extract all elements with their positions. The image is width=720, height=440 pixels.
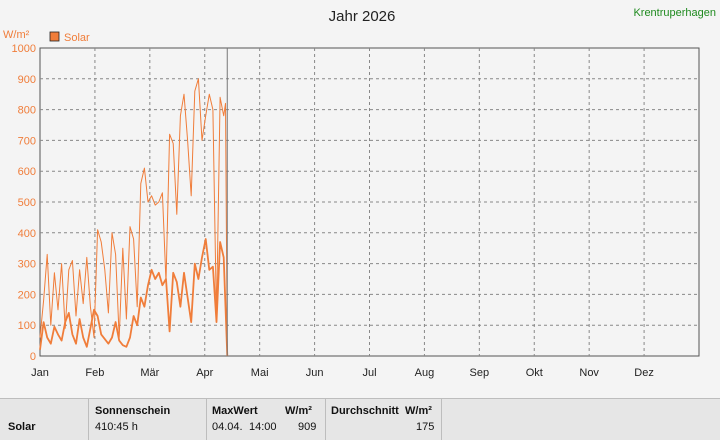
chart-title: Jahr 2026 xyxy=(329,8,396,25)
y-tick-label: 500 xyxy=(18,197,36,209)
stats-divider xyxy=(441,399,442,440)
y-tick-label: 0 xyxy=(30,351,36,363)
y-tick-label: 200 xyxy=(18,289,36,301)
y-tick-label: 100 xyxy=(18,320,36,332)
x-tick-label: Jan xyxy=(31,367,49,379)
solar-avg-line xyxy=(39,238,229,357)
stats-row-label: Solar xyxy=(8,421,36,433)
x-tick-label: Mär xyxy=(140,367,159,379)
maxwert-unit: W/m² xyxy=(285,405,312,417)
stats-divider xyxy=(325,399,326,440)
series-layer xyxy=(39,78,229,357)
solar-max-line xyxy=(39,78,228,357)
stats-divider xyxy=(88,399,89,440)
durchschnitt-header: Durchschnitt xyxy=(331,405,399,417)
legend-swatch xyxy=(49,31,60,42)
stats-divider xyxy=(206,399,207,440)
x-tick-label: Feb xyxy=(85,367,104,379)
x-tick-label: Jun xyxy=(306,367,324,379)
station-name: Krentruperhagen xyxy=(633,7,716,19)
sonnenschein-value: 410:45 h xyxy=(95,421,138,433)
x-tick-label: Nov xyxy=(579,367,599,379)
x-tick-label: Dez xyxy=(634,367,654,379)
stats-panel: Solar Sonnenschein 410:45 h MaxWert W/m²… xyxy=(0,398,720,440)
y-tick-label: 400 xyxy=(18,228,36,240)
durchschnitt-value: 175 xyxy=(416,421,435,433)
maxwert-time: 14:00 xyxy=(249,421,277,433)
x-tick-label: Apr xyxy=(196,367,213,379)
y-tick-label: 900 xyxy=(18,74,36,86)
x-tick-label: Mai xyxy=(251,367,269,379)
y-tick-label: 600 xyxy=(18,166,36,178)
y-tick-label: 300 xyxy=(18,259,36,271)
y-tick-label: 1000 xyxy=(12,43,36,55)
sonnenschein-header: Sonnenschein xyxy=(95,405,171,417)
maxwert-header: MaxWert xyxy=(212,405,258,417)
maxwert-value: 909 xyxy=(298,421,317,433)
y-axis-unit: W/m² xyxy=(3,29,30,41)
y-tick-label: 800 xyxy=(18,105,36,117)
x-axis: Jan Feb Mär Apr Mai Jun Jul Aug Sep Okt Nov Dez xyxy=(31,367,654,379)
x-tick-label: Okt xyxy=(526,367,543,379)
x-tick-label: Jul xyxy=(362,367,376,379)
chart: Jahr 2026 Krentruperhagen W/m² Solar 0 10… xyxy=(3,7,716,379)
x-tick-label: Sep xyxy=(470,367,490,379)
y-tick-label: 700 xyxy=(18,135,36,147)
durchschnitt-unit: W/m² xyxy=(405,405,432,417)
y-axis: 0 100 200 300 400 500 600 700 800 900 1000 xyxy=(12,43,36,363)
maxwert-date: 04.04. xyxy=(212,421,243,433)
grid xyxy=(40,48,699,356)
legend-label: Solar xyxy=(64,32,90,44)
x-tick-label: Aug xyxy=(415,367,435,379)
